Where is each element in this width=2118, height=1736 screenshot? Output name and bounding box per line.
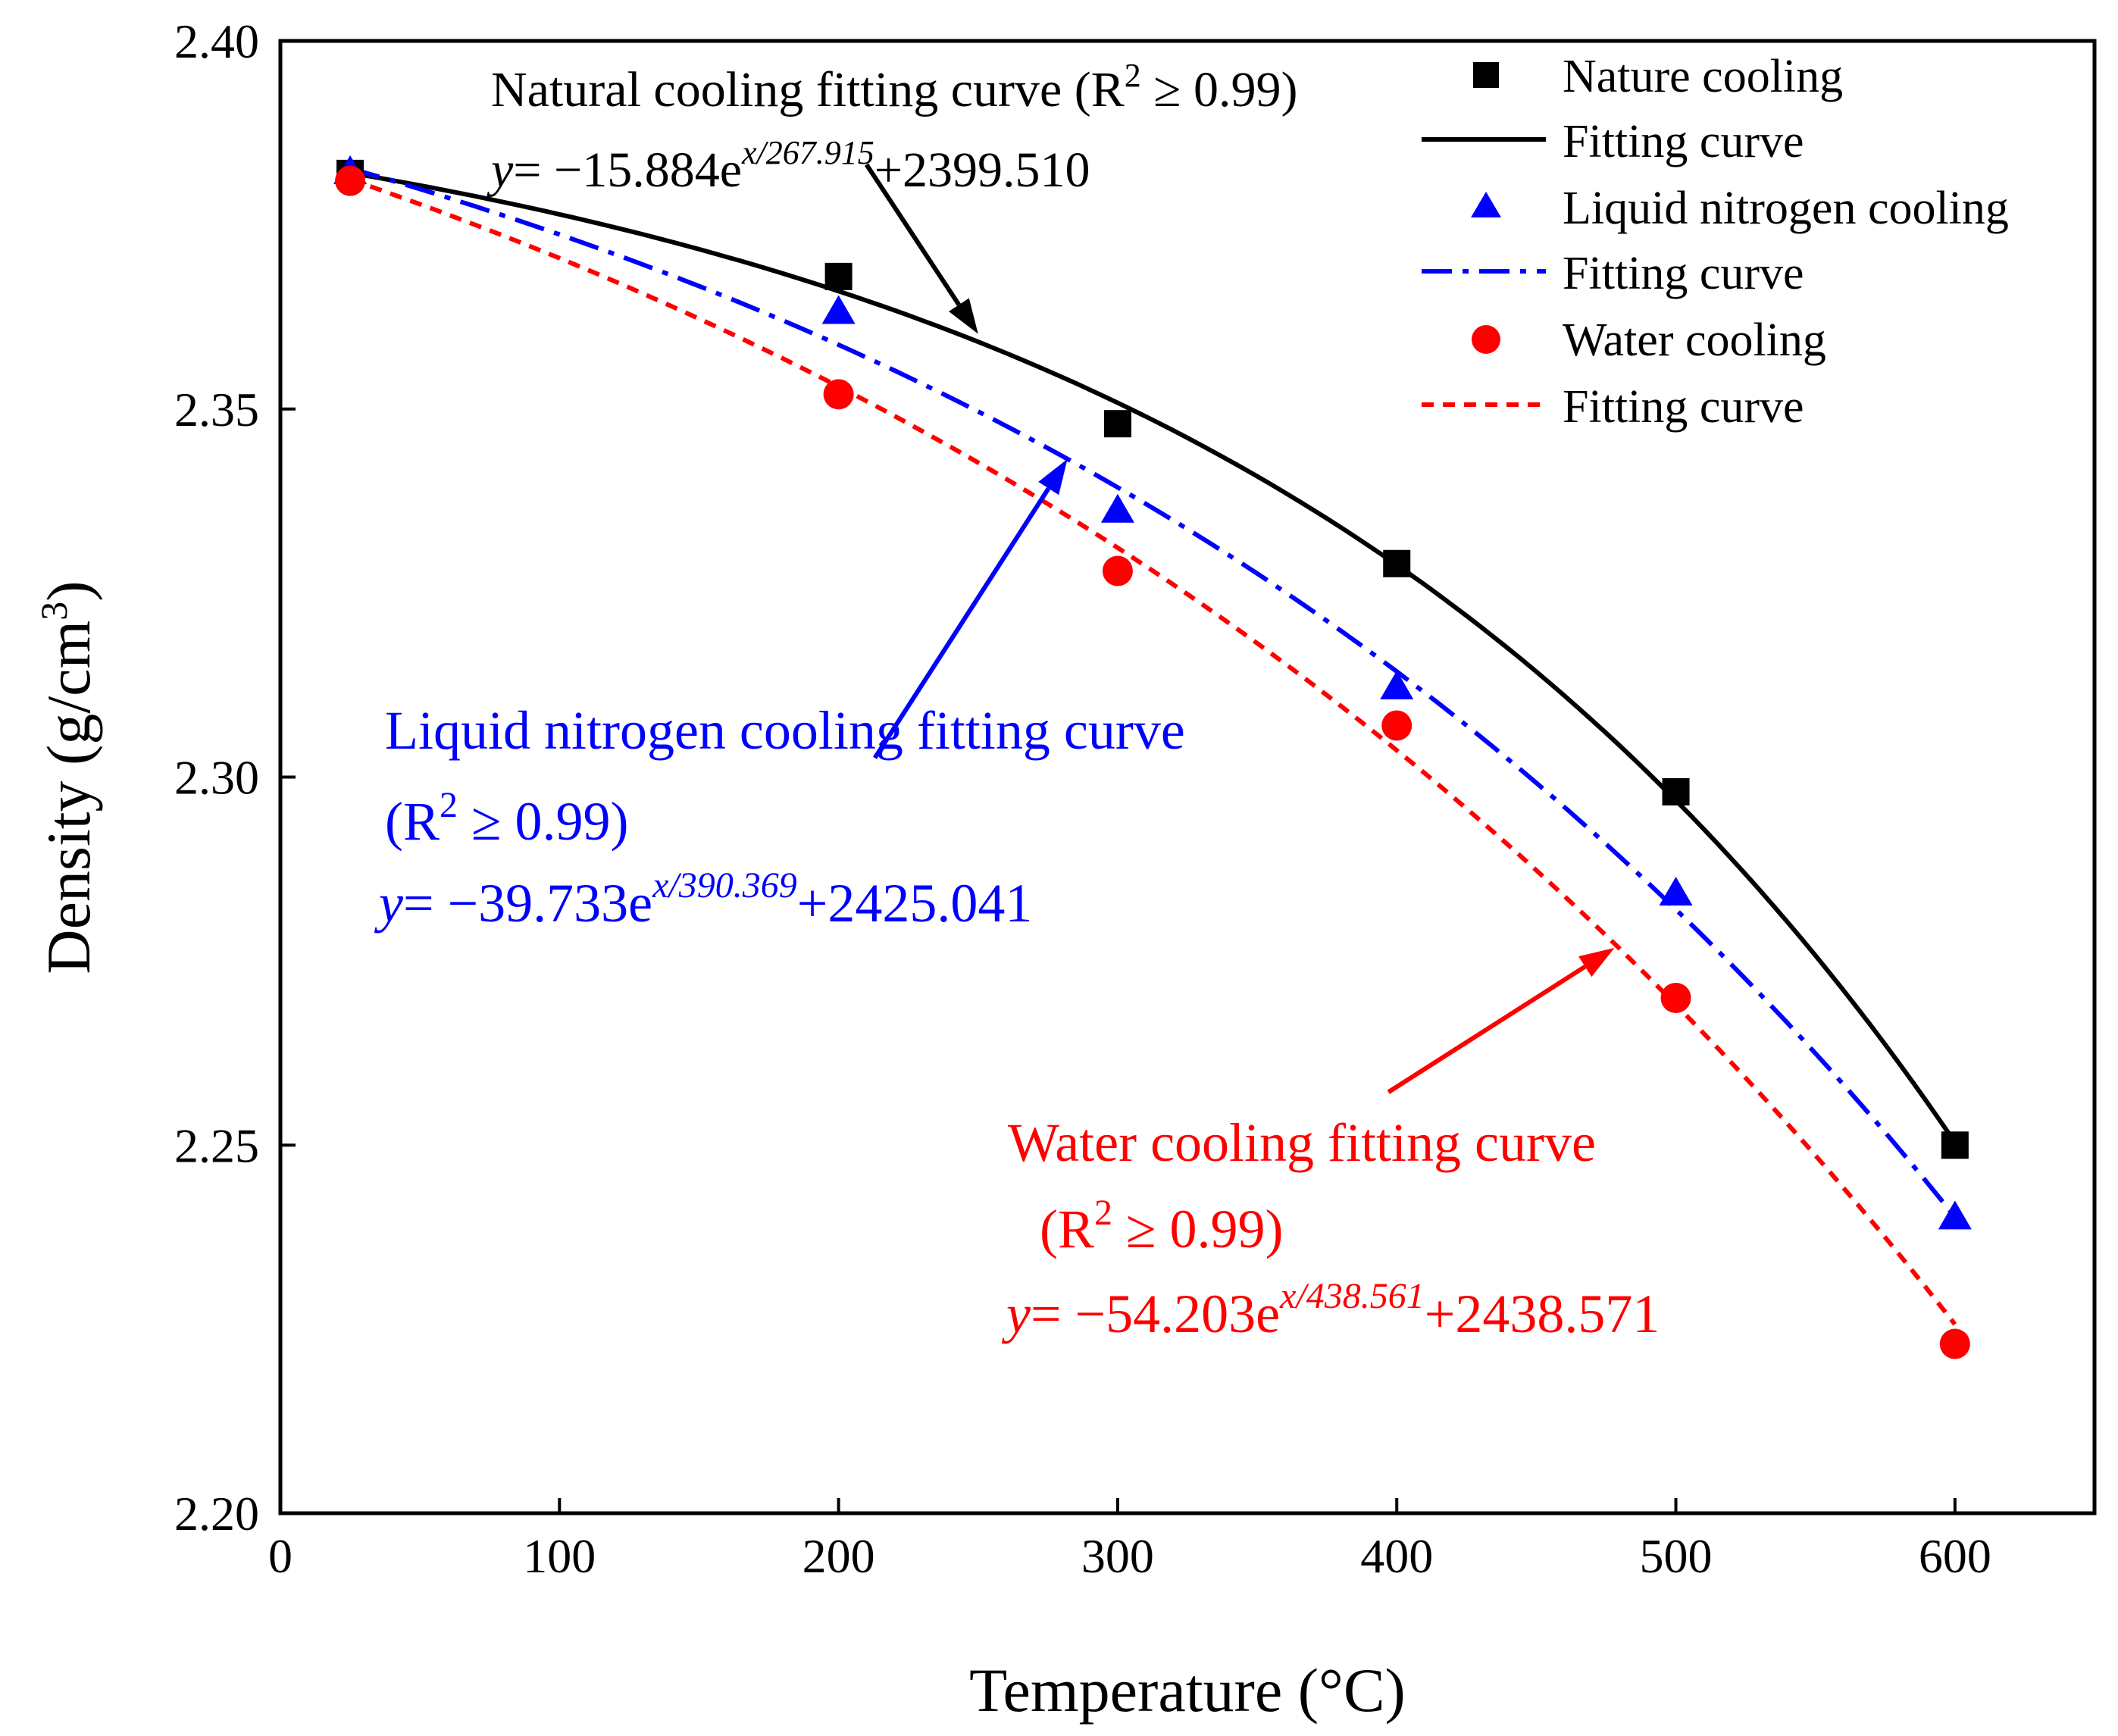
arrow-nitrogen-head: [1038, 458, 1068, 496]
legend-label-water: Water cooling: [1563, 314, 1826, 366]
point-water-500: [1660, 982, 1691, 1013]
point-water-400: [1381, 710, 1413, 741]
annotation-nitrogen-eq-main: = −39.733e: [403, 873, 652, 934]
annotation-nitrogen-r2-sup: 2: [440, 785, 458, 825]
annotation-nitrogen-eq-sup: x/390.369: [652, 865, 797, 906]
point-nature-300: [1103, 410, 1131, 438]
annotation-natural-eq-main: = −15.884e: [513, 142, 742, 198]
annotation-arrows-group: [864, 163, 1615, 1094]
point-nitrogen-400: [1380, 670, 1414, 699]
annotation-water-eq-sup: x/438.561: [1279, 1276, 1425, 1316]
x-tick-label-200: 200: [802, 1529, 875, 1583]
point-water-300: [1102, 555, 1133, 586]
fit-curves-group: [349, 166, 1957, 1326]
y-tick-label-2.40: 2.40: [174, 14, 259, 68]
arrow-natural-head: [949, 298, 978, 334]
point-nature-400: [1383, 549, 1411, 577]
y-axis-title: Density (g/cm3): [33, 580, 103, 974]
annotation-water-title: Water cooling fitting curve: [1008, 1112, 1596, 1173]
point-nitrogen-300: [1100, 493, 1134, 523]
point-nature-200: [824, 262, 853, 290]
fit-curve-nitrogen: [349, 166, 1957, 1218]
annotation-nitrogen-r2-open: (R: [385, 791, 440, 852]
y-tick-label-2.30: 2.30: [174, 751, 259, 805]
legend: Nature cooling Fitting curve Liquid nitr…: [1422, 51, 2009, 433]
legend-label-water-fit: Fitting curve: [1563, 381, 1804, 433]
annotation-water-r2: (R2 ≥ 0.99): [1040, 1193, 1284, 1259]
y-axis-title-main: Density (g/cm: [34, 621, 103, 974]
annotation-nitrogen-title: Liquid nitrogen cooling fitting curve: [385, 700, 1185, 761]
legend-marker-nature: [1473, 62, 1499, 88]
legend-label-nitrogen-fit: Fitting curve: [1563, 248, 1804, 299]
legend-label-nature-fit: Fitting curve: [1563, 116, 1804, 167]
annotation-nitrogen-r2: (R2 ≥ 0.99): [385, 785, 629, 852]
point-nitrogen-200: [821, 295, 856, 324]
annotation-natural-eq-tail: +2399.510: [874, 142, 1090, 198]
x-axis-ticks: 0 100 200 300 400 500 600: [268, 1498, 1991, 1583]
point-water-25: [335, 165, 366, 196]
annotation-natural-title: Natural cooling fitting curve (R2 ≥ 0.99…: [491, 57, 1297, 117]
point-nitrogen-500: [1659, 876, 1693, 906]
point-nature-600: [1941, 1131, 1969, 1159]
y-tick-label-2.35: 2.35: [174, 383, 259, 436]
x-tick-label-100: 100: [523, 1529, 596, 1583]
legend-label-nature: Nature cooling: [1563, 51, 1843, 102]
annotation-nitrogen-eq-tail: +2425.041: [797, 873, 1033, 934]
y-tick-label-2.20: 2.20: [174, 1487, 259, 1541]
fit-curve-nature: [349, 170, 1957, 1144]
annotation-nitrogen-equation: y= −39.733ex/390.369+2425.041: [374, 865, 1032, 934]
arrow-water-shaft: [1387, 965, 1587, 1094]
y-axis-title-sup: 3: [33, 602, 75, 621]
annotation-natural-r2-sup: 2: [1125, 57, 1141, 94]
annotation-natural-title-main: Natural cooling fitting curve (R: [491, 62, 1125, 117]
y-axis-title-close: ): [34, 580, 103, 601]
point-nitrogen-600: [1938, 1200, 1972, 1230]
x-axis-title: Temperature (°C): [969, 1656, 1406, 1725]
x-tick-label-300: 300: [1081, 1529, 1154, 1583]
y-axis-ticks: 2.20 2.25 2.30 2.35 2.40: [174, 14, 296, 1541]
data-markers-group: [333, 155, 1972, 1359]
x-tick-label-400: 400: [1360, 1529, 1433, 1583]
arrow-nitrogen-shaft: [872, 486, 1051, 759]
point-nature-500: [1662, 777, 1690, 805]
point-water-200: [823, 379, 854, 410]
annotation-natural-equation: y= −15.884ex/267.915+2399.510: [486, 134, 1090, 198]
annotation-nitrogen-eq-y: y: [374, 873, 403, 934]
annotation-natural-eq-y: y: [486, 142, 514, 198]
x-tick-label-0: 0: [268, 1529, 293, 1583]
annotation-water-r2-rest: ≥ 0.99): [1112, 1199, 1284, 1259]
annotation-water-eq-main: = −54.203e: [1031, 1284, 1280, 1344]
x-tick-label-600: 600: [1919, 1529, 1991, 1583]
legend-label-nitrogen: Liquid nitrogen cooling: [1563, 183, 2009, 234]
annotation-nitrogen-r2-rest: ≥ 0.99): [458, 791, 629, 852]
legend-marker-nitrogen: [1471, 192, 1501, 217]
fit-curve-water: [349, 177, 1957, 1326]
annotation-water-eq-tail: +2438.571: [1425, 1284, 1660, 1344]
annotation-natural-eq-sup: x/267.915: [741, 134, 874, 171]
y-tick-label-2.25: 2.25: [174, 1118, 259, 1172]
annotation-water-r2-sup: 2: [1094, 1193, 1112, 1233]
arrow-water-head: [1578, 947, 1615, 977]
annotation-natural-r2-rest: ≥ 0.99): [1141, 62, 1298, 117]
annotation-water-r2-open: (R: [1040, 1199, 1094, 1259]
point-water-600: [1939, 1328, 1970, 1359]
arrow-natural-shaft: [864, 163, 961, 306]
annotation-water-equation: y= −54.203ex/438.561+2438.571: [1001, 1276, 1660, 1344]
legend-marker-water: [1472, 325, 1500, 354]
annotation-water-eq-y: y: [1001, 1284, 1031, 1344]
x-tick-label-500: 500: [1640, 1529, 1713, 1583]
